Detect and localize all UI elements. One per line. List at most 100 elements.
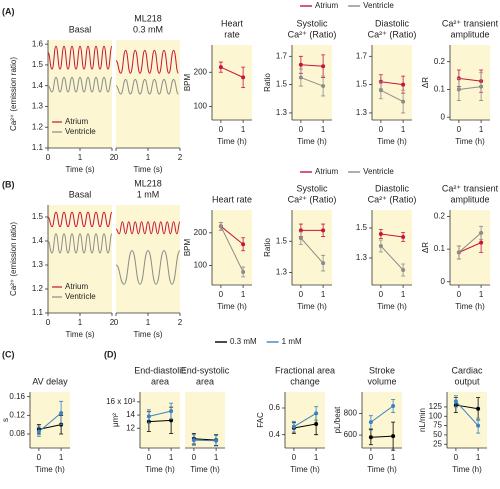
y-tick-label: 0.2 [434,212,446,221]
mean-marker [298,236,303,241]
mean-marker [479,84,484,89]
x-axis-label: Time (h) [297,302,327,311]
subplot-title: Basal [69,24,92,34]
x-tick-label: 2 [178,318,183,327]
x-axis-label: Time (h) [455,302,485,311]
y-tick-label: 16 x 10³ [106,397,135,406]
y-tick-label: 0 [441,277,446,286]
mean-marker [214,438,219,443]
y-tick-label: 0.4 [269,430,281,439]
x-tick-label: 1 [401,290,406,299]
series-line [380,89,404,103]
mean-marker [169,409,174,414]
panel-label: (B) [2,179,15,189]
y-tick-label: 1.3 [32,260,44,269]
mean-marker [456,250,461,255]
subplot-title: area [196,376,214,386]
y-tick-label: 100 [194,261,208,270]
y-axis-label: BPM [183,74,192,92]
legend-label: Ventricle [65,127,96,136]
x-tick-label: 1 [476,453,481,462]
x-axis-label: Time (h) [190,465,220,474]
plot-area [447,392,487,448]
plot-area [140,392,180,448]
subplot-title: Ca²⁺ transient [442,18,499,28]
subplot-title: Heart [221,18,244,28]
mean-marker [476,406,481,411]
x-tick-label: 1 [479,290,484,299]
y-tick-label: 0.16 [9,392,25,401]
x-tick-label: 1 [401,125,406,134]
y-axis-label: ΔR [421,242,430,253]
mean-marker [191,438,196,443]
x-tick-label: 0 [219,290,224,299]
mean-marker [401,268,406,272]
y-tick-label: 1.4 [32,81,44,90]
x-tick-label: 1 [78,153,83,162]
x-axis-label: Time (s) [65,330,94,339]
series-line [458,242,482,253]
y-tick-label: 1.5 [32,60,44,69]
series-line [458,232,482,253]
y-tick-label: 0.1 [434,244,446,253]
y-tick-label: 0 [441,112,446,121]
y-axis-label: ΔR [421,77,430,88]
trace-line [47,211,113,228]
series-line [220,226,244,273]
x-tick-label: 1 [214,453,219,462]
plot-area [116,40,180,148]
y-tick-label: 1.2 [32,284,44,293]
mean-marker [378,232,383,236]
x-tick-label: 1 [479,125,484,134]
subplot-title: Ca²⁺ (Ratio) [288,194,337,204]
mean-marker [321,228,326,233]
y-axis-label: FAC [256,412,265,428]
mean-marker [321,261,326,266]
mean-marker [321,84,326,89]
x-tick-label: 1 [321,290,326,299]
mean-marker [59,411,64,415]
subplot-title: Systolic [296,183,328,193]
x-tick-label: 1 [391,453,396,462]
mean-marker [401,235,406,239]
y-tick-label: 1.7 [356,51,368,60]
subplot-title: ML218 [134,178,162,188]
series-line [293,423,317,429]
legend-label: Atrium [65,282,88,291]
series-line [300,64,324,67]
mean-marker [456,87,461,92]
plot-area [212,210,252,285]
series-line [220,225,244,245]
series-line [293,412,317,428]
subplot-title: rate [224,29,240,39]
subplot-title: amplitude [450,194,489,204]
x-tick-label: 0 [114,318,119,327]
x-tick-label: 1 [314,453,319,462]
subplot-title: End-diastolic [134,365,186,375]
x-tick-label: 0 [147,453,152,462]
subplot-title: Ca²⁺ (Ratio) [288,29,337,39]
mean-marker [291,424,296,429]
x-tick-label: 0 [457,125,462,134]
subplot-title: 1 mM [137,189,160,199]
y-tick-label: 25 [433,439,442,448]
y-tick-label: 200 [194,67,208,76]
y-tick-label: 1.3 [356,253,368,262]
plot-area [212,45,252,120]
y-axis-label: μm² [111,413,120,427]
panel-label: (C) [2,349,15,359]
series-line [458,77,482,82]
y-tick-label: 200 [194,228,208,237]
plot-area [30,392,70,448]
subplot-title: ML218 [134,13,162,23]
plot-area [450,45,490,120]
x-tick-label: 0 [299,290,304,299]
x-axis-label: Time (s) [65,165,94,174]
y-tick-label: 1.4 [32,236,44,245]
plot-area [292,210,332,285]
x-tick-label: 0 [292,453,297,462]
mean-marker [36,429,41,434]
legend-label: 0.3 mM [230,337,257,346]
y-tick-label: 800 [344,409,358,418]
mean-marker [241,242,246,247]
